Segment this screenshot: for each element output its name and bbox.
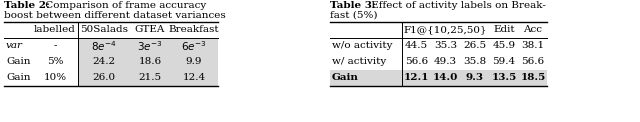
Text: 26.5: 26.5: [463, 41, 486, 51]
Text: F1@{10,25,50}: F1@{10,25,50}: [404, 25, 487, 35]
Bar: [78, 54, 218, 70]
Text: 56.6: 56.6: [405, 57, 428, 66]
Text: Breakfast: Breakfast: [169, 25, 220, 35]
Bar: [330, 70, 547, 86]
Text: 18.5: 18.5: [520, 73, 546, 82]
Bar: [78, 38, 218, 54]
Text: $3e^{-3}$: $3e^{-3}$: [137, 39, 163, 53]
Text: labelled: labelled: [34, 25, 76, 35]
Text: Table 2:: Table 2:: [4, 1, 50, 10]
Text: Gain: Gain: [6, 73, 31, 82]
Text: 5%: 5%: [47, 57, 63, 66]
Text: 35.3: 35.3: [434, 41, 457, 51]
Text: w/ activity: w/ activity: [332, 57, 387, 66]
Text: 9.3: 9.3: [465, 73, 483, 82]
Text: 26.0: 26.0: [92, 73, 116, 82]
Text: 24.2: 24.2: [92, 57, 116, 66]
Text: Table 3:: Table 3:: [330, 1, 376, 10]
Text: 14.0: 14.0: [433, 73, 458, 82]
Text: 45.9: 45.9: [492, 41, 516, 51]
Text: 21.5: 21.5: [138, 73, 161, 82]
Text: 50Salads: 50Salads: [80, 25, 128, 35]
Text: boost between different dataset variances: boost between different dataset variance…: [4, 11, 226, 20]
Text: 12.4: 12.4: [182, 73, 205, 82]
Text: 44.5: 44.5: [405, 41, 428, 51]
Text: 56.6: 56.6: [522, 57, 545, 66]
Bar: [78, 70, 218, 86]
Text: Edit: Edit: [493, 25, 515, 35]
Text: 13.5: 13.5: [492, 73, 516, 82]
Text: Acc: Acc: [524, 25, 543, 35]
Text: Gain: Gain: [6, 57, 31, 66]
Text: 49.3: 49.3: [434, 57, 457, 66]
Text: 12.1: 12.1: [404, 73, 429, 82]
Text: GTEA: GTEA: [135, 25, 165, 35]
Bar: [78, 70, 218, 86]
Text: -: -: [53, 41, 57, 51]
Text: w/o activity: w/o activity: [332, 41, 392, 51]
Text: $8e^{-4}$: $8e^{-4}$: [91, 39, 117, 53]
Text: 38.1: 38.1: [522, 41, 545, 51]
Text: Comparison of frame accuracy: Comparison of frame accuracy: [42, 1, 206, 10]
Text: fast (5%): fast (5%): [330, 11, 378, 20]
Text: 18.6: 18.6: [138, 57, 161, 66]
Text: var: var: [6, 41, 23, 51]
Text: Gain: Gain: [332, 73, 359, 82]
Text: 35.8: 35.8: [463, 57, 486, 66]
Text: $6e^{-3}$: $6e^{-3}$: [181, 39, 207, 53]
Text: 10%: 10%: [44, 73, 67, 82]
Text: Effect of activity labels on Break-: Effect of activity labels on Break-: [368, 1, 546, 10]
Text: 9.9: 9.9: [186, 57, 202, 66]
Bar: [78, 54, 218, 70]
Text: 59.4: 59.4: [492, 57, 516, 66]
Bar: [78, 38, 218, 54]
